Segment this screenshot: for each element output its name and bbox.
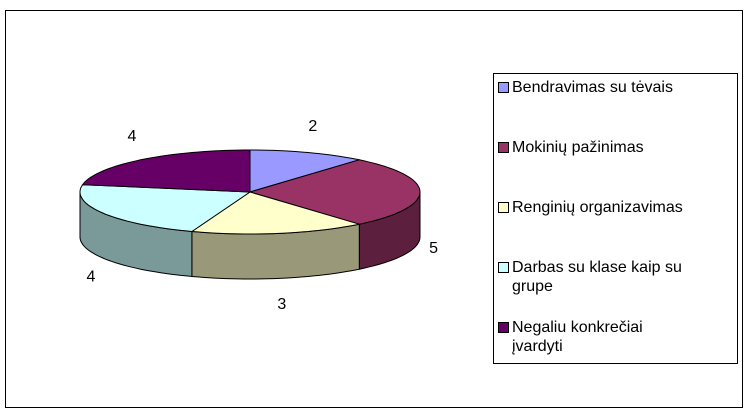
slice: [190, 191, 360, 235]
slice: [79, 184, 252, 233]
data-label: 3: [277, 296, 286, 313]
data-label: 5: [429, 240, 438, 257]
data-label: 2: [308, 118, 317, 135]
legend-swatch: [498, 322, 509, 333]
chart-frame: [5, 10, 743, 408]
legend-swatch: [498, 82, 509, 93]
legend-label: Mokinių pažinimas: [512, 139, 644, 156]
slice: [249, 149, 360, 193]
legend-swatch: [498, 262, 509, 273]
slice: [81, 149, 251, 193]
slice: [248, 159, 421, 225]
legend-label: Renginių organizavimas: [512, 199, 683, 216]
legend-swatch: [498, 142, 509, 153]
legend-swatch: [498, 202, 509, 213]
legend: Bendravimas su tėvais Mokinių pažinimas Re…: [493, 73, 738, 364]
data-label: 4: [87, 269, 96, 286]
legend-label: Darbas su klase kaip su grupe: [512, 259, 682, 295]
legend-label: Negaliu konkrečiai įvardyti: [512, 319, 643, 355]
data-label: 4: [128, 128, 137, 145]
legend-label: Bendravimas su tėvais: [512, 79, 673, 96]
